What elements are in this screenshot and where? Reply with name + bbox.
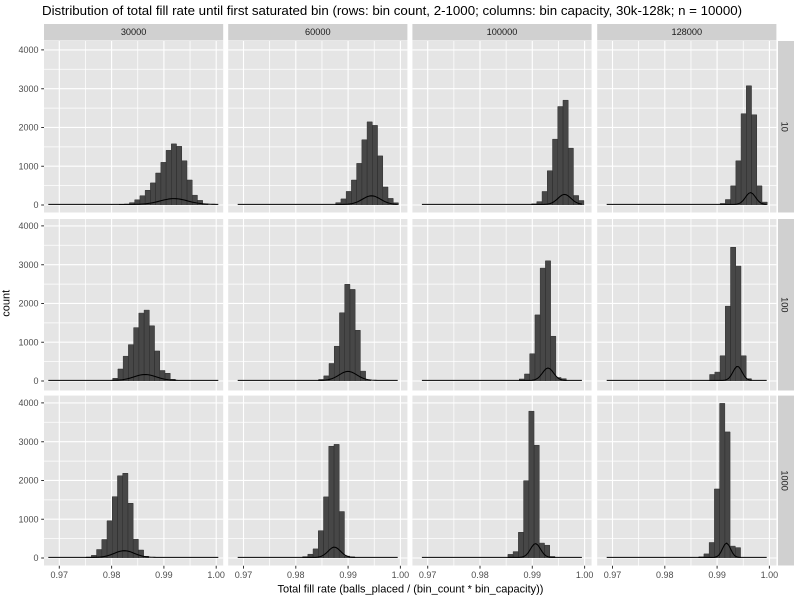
svg-text:Distribution of total fill rat: Distribution of total fill rate until fi… [42,3,742,18]
svg-text:0.98: 0.98 [471,570,489,580]
svg-text:2000: 2000 [18,476,38,486]
svg-text:100000: 100000 [487,27,518,37]
svg-text:0.98: 0.98 [287,570,305,580]
svg-text:0.99: 0.99 [524,570,542,580]
svg-text:0.97: 0.97 [235,570,253,580]
svg-text:4000: 4000 [18,221,38,231]
svg-text:30000: 30000 [121,27,147,37]
svg-text:2000: 2000 [18,123,38,133]
svg-text:1.00: 1.00 [761,570,779,580]
svg-text:3000: 3000 [18,84,38,94]
svg-text:0: 0 [33,553,38,563]
svg-text:100: 100 [780,297,790,312]
svg-text:4000: 4000 [18,45,38,55]
svg-text:0.99: 0.99 [339,570,357,580]
svg-text:1.00: 1.00 [392,570,410,580]
svg-text:1000: 1000 [18,514,38,524]
svg-text:Total fill rate (balls_placed: Total fill rate (balls_placed / (bin_cou… [278,584,544,596]
svg-text:0: 0 [33,200,38,210]
svg-text:0.97: 0.97 [419,570,437,580]
svg-text:count: count [1,290,13,317]
svg-text:60000: 60000 [305,27,331,37]
svg-text:1000: 1000 [18,161,38,171]
svg-text:10: 10 [780,122,790,132]
svg-text:1.00: 1.00 [576,570,594,580]
svg-text:1000: 1000 [18,337,38,347]
svg-text:1000: 1000 [780,470,790,490]
svg-text:0.99: 0.99 [155,570,173,580]
svg-text:128000: 128000 [671,27,702,37]
svg-text:4000: 4000 [18,398,38,408]
svg-text:0.98: 0.98 [656,570,674,580]
svg-text:3000: 3000 [18,437,38,447]
svg-text:3000: 3000 [18,260,38,270]
svg-text:1.00: 1.00 [207,570,225,580]
svg-text:0: 0 [33,376,38,386]
svg-text:0.97: 0.97 [51,570,69,580]
svg-text:0.99: 0.99 [708,570,726,580]
svg-text:2000: 2000 [18,299,38,309]
svg-text:0.97: 0.97 [604,570,622,580]
svg-text:0.98: 0.98 [103,570,121,580]
